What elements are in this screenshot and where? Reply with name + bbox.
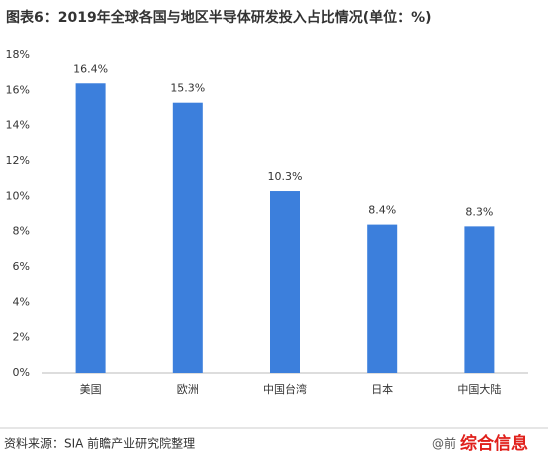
x-tick-label: 欧洲: [177, 383, 199, 396]
value-label: 8.3%: [465, 205, 493, 218]
y-tick-label: 2%: [13, 331, 30, 344]
x-tick-label: 中国大陆: [457, 382, 501, 396]
y-tick-label: 10%: [6, 189, 30, 202]
y-tick-label: 8%: [13, 225, 30, 238]
y-tick-label: 14%: [6, 119, 30, 132]
value-label: 16.4%: [73, 62, 108, 75]
value-label: 8.4%: [368, 204, 396, 217]
value-label: 10.3%: [268, 170, 303, 183]
x-tick-label: 日本: [371, 382, 393, 396]
y-tick-label: 18%: [6, 48, 30, 61]
y-tick-label: 4%: [13, 295, 30, 308]
y-tick-label: 16%: [6, 83, 30, 96]
bar: [75, 83, 106, 374]
source: 资料来源：SIA 前瞻产业研究院整理: [4, 436, 195, 451]
y-tick-label: 6%: [13, 260, 30, 273]
bar: [367, 224, 398, 373]
value-label: 15.3%: [170, 82, 205, 95]
bar: [464, 226, 495, 373]
bar: [270, 191, 300, 373]
x-tick-label: 中国台湾: [263, 382, 307, 396]
watermark: 综合信息: [460, 433, 528, 454]
credit: @前: [432, 436, 456, 451]
chart-title: 图表6：2019年全球各国与地区半导体研发投入占比情况(单位：%): [6, 9, 432, 26]
bar: [172, 102, 203, 373]
y-tick-label: 0%: [13, 366, 30, 379]
y-tick-label: 12%: [6, 154, 30, 167]
x-tick-label: 美国: [80, 383, 102, 396]
